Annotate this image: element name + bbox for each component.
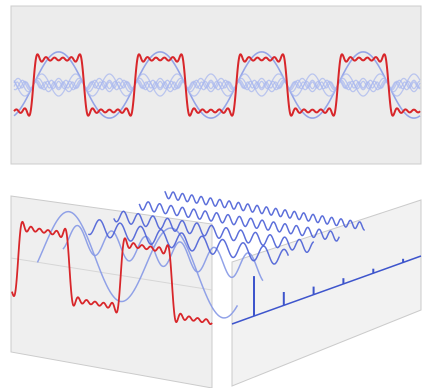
bottom-harmonic-5 bbox=[87, 219, 290, 265]
bottom-harmonic-1 bbox=[36, 210, 239, 319]
top-square-wave-approximation bbox=[13, 53, 421, 117]
bottom-harmonic-9 bbox=[138, 201, 340, 242]
frequency-domain-plane bbox=[231, 199, 422, 387]
time-domain-plane bbox=[10, 195, 213, 388]
top-panel bbox=[10, 5, 422, 165]
bottom-harmonic-7 bbox=[113, 210, 315, 254]
bottom-harmonic-11 bbox=[164, 190, 365, 231]
bottom-harmonic-curves bbox=[36, 190, 365, 319]
bottom-harmonic-3 bbox=[62, 224, 264, 282]
bottom-3d-panel bbox=[10, 190, 422, 388]
top-harmonic-11 bbox=[13, 81, 421, 89]
time-axis bbox=[10, 257, 213, 291]
bottom-square-wave-approximation bbox=[11, 220, 213, 326]
frequency-spectrum-lines bbox=[253, 258, 405, 317]
frequency-axis bbox=[231, 255, 422, 325]
